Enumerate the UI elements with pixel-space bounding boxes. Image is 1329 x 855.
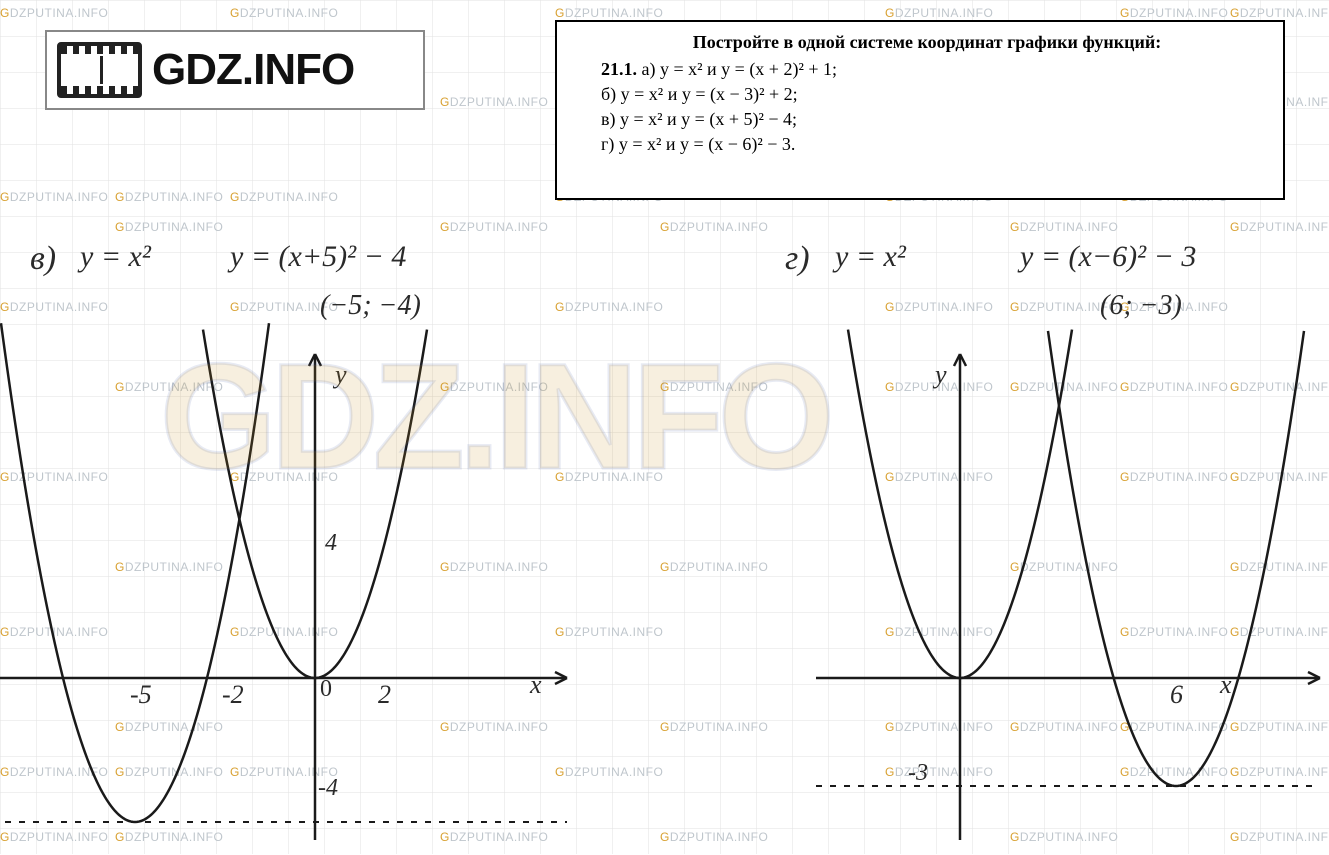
tick-y-1: 4	[325, 530, 337, 557]
watermark-text: GDZPUTINA.INFO	[1120, 6, 1228, 20]
watermark-text: GDZPUTINA.INFO	[555, 765, 663, 779]
big-watermark: GDZ.INFO	[160, 330, 829, 503]
watermark-text: GDZPUTINA.INFO	[1230, 220, 1329, 234]
hand-g-label: г)	[785, 240, 810, 278]
watermark-text: GDZPUTINA.INFO	[115, 220, 223, 234]
logo-text: GDZ.INFO	[152, 45, 354, 95]
problem-title: Постройте в одной системе координат граф…	[589, 32, 1265, 53]
tick-y-neg4: -4	[318, 775, 338, 802]
watermark-text: GDZPUTINA.INFO	[0, 6, 108, 20]
problem-statement: Постройте в одной системе координат граф…	[555, 20, 1285, 200]
x-axis-label-right: x	[1220, 670, 1232, 700]
watermark-text: GDZPUTINA.INFO	[660, 720, 768, 734]
watermark-text: GDZPUTINA.INFO	[0, 190, 108, 204]
watermark-text: GDZPUTINA.INFO	[555, 300, 663, 314]
tick-neg5: -5	[130, 680, 152, 710]
watermark-text: GDZPUTINA.INFO	[885, 6, 993, 20]
watermark-text: GDZPUTINA.INFO	[660, 830, 768, 844]
x-axis-label-left: x	[530, 670, 542, 700]
tick-pos6: 6	[1170, 680, 1183, 710]
hand-g-f1: y = x²	[835, 240, 906, 274]
tick-pos2: 2	[378, 680, 391, 710]
chart-right	[810, 350, 1329, 850]
hand-v-vertex: (−5; −4)	[320, 290, 421, 322]
origin-label-left: 0	[320, 676, 332, 703]
watermark-text: GDZPUTINA.INFO	[1230, 6, 1329, 20]
watermark-text: GDZPUTINA.INFO	[660, 560, 768, 574]
hand-v-f2: y = (x+5)² − 4	[230, 240, 406, 274]
watermark-text: GDZPUTINA.INFO	[1010, 220, 1118, 234]
problem-item-a: 21.1. а) y = x² и y = (x + 2)² + 1;	[589, 59, 1265, 80]
watermark-text: GDZPUTINA.INFO	[555, 6, 663, 20]
watermark-text: GDZPUTINA.INFO	[440, 95, 548, 109]
hand-g-vertex: (6; −3)	[1100, 290, 1182, 322]
y-axis-label-right: y	[935, 360, 947, 390]
watermark-text: GDZPUTINA.INFO	[885, 300, 993, 314]
problem-item-b: б) y = x² и y = (x − 3)² + 2;	[589, 84, 1265, 105]
hand-v-f1: y = x²	[80, 240, 151, 274]
hand-g-f2: y = (x−6)² − 3	[1020, 240, 1196, 274]
watermark-text: GDZPUTINA.INFO	[660, 220, 768, 234]
hand-v-label: в)	[30, 240, 56, 278]
tick-y-neg3: -3	[908, 760, 928, 787]
site-logo: GDZ.INFO	[45, 30, 425, 110]
watermark-text: GDZPUTINA.INFO	[0, 300, 108, 314]
watermark-text: GDZPUTINA.INFO	[555, 625, 663, 639]
watermark-text: GDZPUTINA.INFO	[115, 190, 223, 204]
problem-item-g: г) y = x² и y = (x − 6)² − 3.	[589, 134, 1265, 155]
problem-item-v: в) y = x² и y = (x + 5)² − 4;	[589, 109, 1265, 130]
tick-neg2: -2	[222, 680, 244, 710]
watermark-text: GDZPUTINA.INFO	[230, 6, 338, 20]
film-icon	[57, 42, 142, 98]
watermark-text: GDZPUTINA.INFO	[440, 220, 548, 234]
watermark-text: GDZPUTINA.INFO	[230, 190, 338, 204]
